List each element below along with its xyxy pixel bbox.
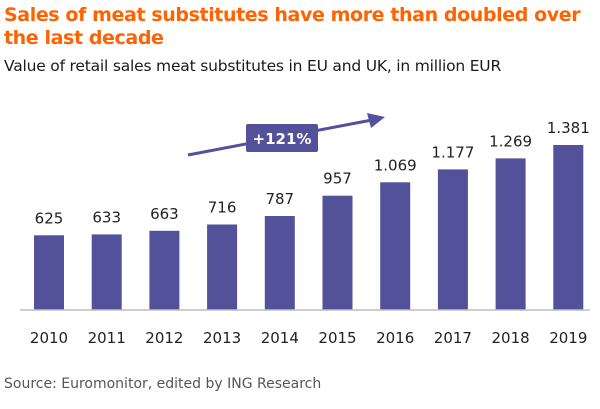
bar-value-label-2015: 957: [323, 170, 352, 188]
x-tick-label-2018: 2018: [492, 329, 530, 347]
chart-subtitle: Value of retail sales meat substitutes i…: [4, 57, 502, 75]
bar-value-label-2017: 1.177: [431, 143, 474, 161]
bar-value-label-2010: 625: [35, 209, 64, 227]
bar-value-label-2014: 787: [265, 190, 294, 208]
bar-2018: [495, 158, 526, 310]
bar-value-label-2016: 1.069: [374, 156, 417, 174]
x-tick-label-2017: 2017: [434, 329, 472, 347]
bar-2012: [149, 230, 180, 310]
growth-arrowhead-icon: [367, 113, 385, 128]
x-tick-label-2011: 2011: [88, 329, 126, 347]
tick-labels-group: 2010 2011 2012 2013 2014 2015 2016 2017 2018 2019: [30, 329, 587, 347]
bar-2014: [264, 216, 295, 310]
growth-badge: [246, 124, 318, 152]
growth-annotation: +121%: [187, 113, 385, 157]
bar-value-label-2019: 1.381: [547, 119, 590, 137]
bar-2019: [553, 145, 584, 310]
x-tick-label-2019: 2019: [549, 329, 587, 347]
bar-2010: [34, 235, 64, 310]
x-tick-label-2013: 2013: [203, 329, 241, 347]
x-tick-label-2016: 2016: [376, 329, 414, 347]
source-note: Source: Euromonitor, edited by ING Resea…: [4, 376, 322, 392]
x-tick-label-2012: 2012: [145, 329, 183, 347]
bar-value-label-2011: 633: [92, 208, 121, 226]
x-tick-label-2010: 2010: [30, 329, 68, 347]
value-labels-group: 625 633 663 716 787 957 1.069 1.177 1.269 1.381: [35, 119, 590, 227]
bars-group: [34, 145, 584, 310]
x-tick-label-2014: 2014: [261, 329, 299, 347]
bar-2011: [91, 234, 122, 310]
bar-2015: [322, 195, 353, 310]
bar-2013: [207, 224, 238, 310]
growth-badge-text: +121%: [253, 130, 312, 148]
bar-value-label-2012: 663: [150, 205, 179, 223]
bar-2016: [380, 182, 411, 310]
bar-value-label-2013: 716: [208, 199, 237, 217]
bar-2017: [437, 169, 468, 310]
x-tick-label-2015: 2015: [318, 329, 356, 347]
bar-value-label-2018: 1.269: [489, 132, 532, 150]
chart-title: Sales of meat substitutes have more than…: [4, 4, 581, 49]
